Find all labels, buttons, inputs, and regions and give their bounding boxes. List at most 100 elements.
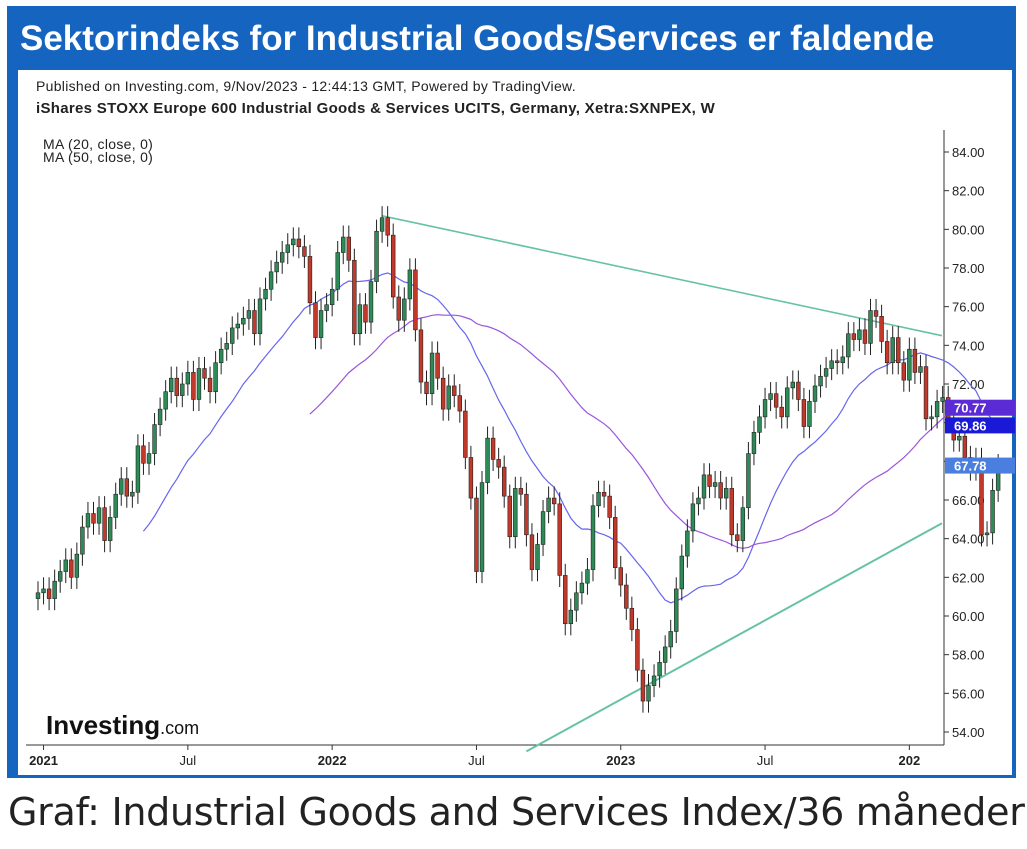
candle-down [474,497,479,572]
candle-down [629,607,635,630]
candle-down [862,329,868,344]
candle-down [91,513,96,524]
x-tick-label: Jul [180,753,197,768]
candle-up [918,366,923,373]
candle-down [174,377,179,396]
candle-down [191,372,196,400]
candle-up [329,288,335,306]
candle-down [796,381,801,400]
candle-up [823,368,829,377]
candle-up [679,555,685,590]
candle-up [934,401,940,418]
candle-up [324,304,329,311]
candle-up [984,532,990,536]
candle-up [940,397,945,402]
ma-value-badge-lower: 69.86 [954,418,987,433]
candle-up [74,553,80,578]
candle-up [535,544,540,570]
candle-down [729,488,734,536]
candle-down [141,445,146,464]
candle-up [668,631,673,648]
chart-panel [18,70,1012,775]
candle-up [674,588,679,632]
candle-down [718,482,723,499]
x-tick-label: Jul [757,753,774,768]
y-tick-label: 62.00 [952,570,985,585]
candle-up [368,281,374,323]
candle-down [496,459,501,468]
x-tick-label: 2023 [606,753,635,768]
candle-down [352,259,357,335]
ma20-line [142,272,999,604]
candle-up [41,588,46,594]
candle-down [773,393,779,408]
candle-down [551,497,557,505]
candle-up [402,298,407,321]
candle-down [851,333,857,340]
candle-down [124,478,130,497]
candle-down [302,246,307,257]
candle-down [624,584,629,609]
candle-up [990,490,995,534]
y-tick-label: 60.00 [952,609,985,624]
candle-down [618,567,623,586]
candle-up [80,526,85,555]
logo-main: Investing [46,710,161,740]
candle-up [840,356,845,364]
candle-up [685,530,690,557]
banner-title: Sektorindeks for Industrial Goods/Servic… [20,19,935,58]
candle-up [196,368,202,400]
y-tick-label: 80.00 [952,222,985,237]
y-tick-label: 56.00 [952,686,985,701]
candle-up [696,497,701,505]
candle-down [884,341,890,364]
x-tick-label: Jul [468,753,485,768]
candle-up [513,488,518,538]
candle-up [135,445,141,493]
candle-up [35,592,41,599]
candle-up [646,685,651,702]
candle-down [463,410,468,458]
support-trendline [525,522,943,753]
candle-up [890,337,895,364]
candle-up [807,401,812,427]
x-tick-label: 2021 [29,753,58,768]
candle-up [818,375,823,387]
y-tick-label: 72.00 [952,377,985,392]
candle-up [868,310,873,344]
candle-up [268,271,274,290]
candle-up [657,662,662,677]
candle-up [63,559,68,572]
candle-up [257,298,263,335]
candle-up [596,491,601,507]
candle-up [690,503,696,532]
candle-up [341,236,346,253]
candle-up [357,304,363,335]
candle-down [779,406,784,418]
candle-down [563,575,568,625]
candle-up [230,327,235,344]
candle-up [235,323,240,329]
candle-up [85,513,91,528]
candle-up [119,478,124,495]
indicator-ma50-label: MA (50, close, 0) [43,149,154,165]
instrument-title: iShares STOXX Europe 600 Industrial Good… [36,100,716,117]
candle-down [490,437,496,460]
candle-down [252,310,257,335]
candle-up [185,372,191,385]
candle-up [812,385,818,402]
candle-up [585,569,590,584]
candle-down [879,316,884,342]
candle-up [701,474,707,499]
candle-up [52,580,57,599]
candle-up [152,424,157,454]
candle-up [218,348,224,364]
indicator-ma20-label: MA (20, close, 0) [43,136,154,152]
candle-up [740,507,746,541]
y-tick-label: 78.00 [952,261,985,276]
candle-down [557,503,562,576]
y-tick-label: 76.00 [952,300,985,315]
candle-up [241,317,246,325]
ma-value-badge-lower-bg [945,417,1015,434]
